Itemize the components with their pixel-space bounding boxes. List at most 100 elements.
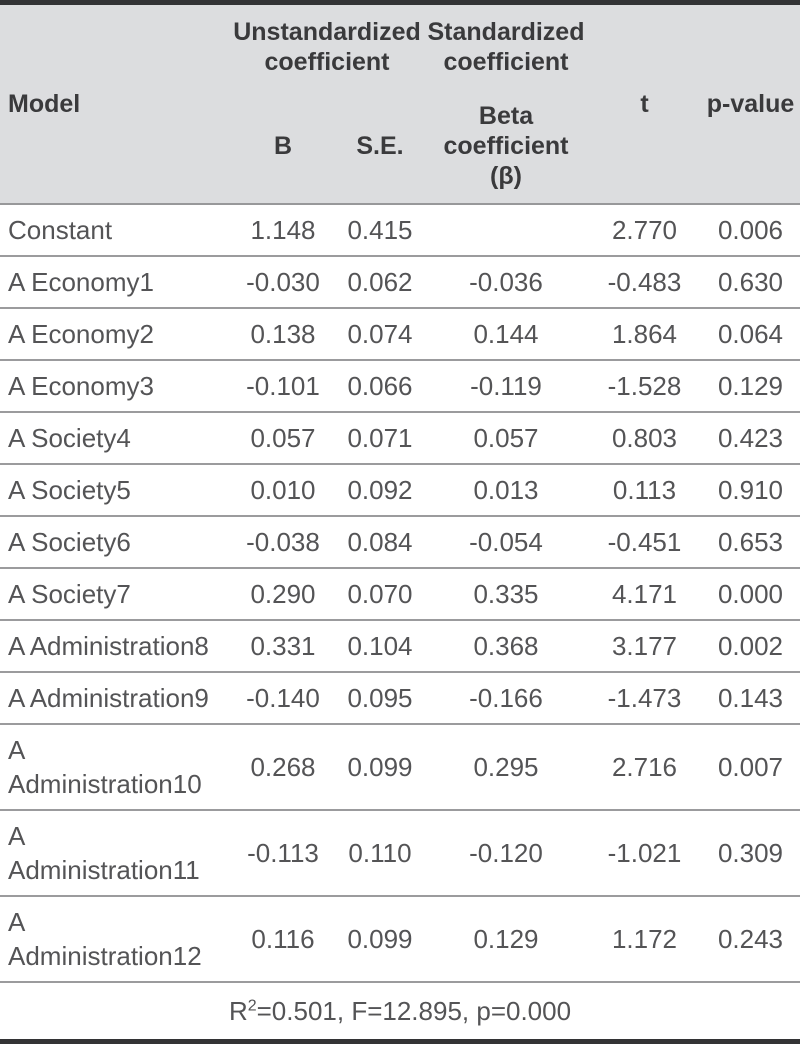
header-unstandardized-coefficient: Unstandardized coefficient xyxy=(230,2,424,89)
cell-beta: -0.120 xyxy=(424,810,588,897)
cell-b: 0.057 xyxy=(230,412,336,465)
cell-model: A Economy2 xyxy=(0,308,230,361)
cell-t: 2.716 xyxy=(588,724,701,811)
cell-p: 0.007 xyxy=(701,724,800,811)
cell-model: A Administration10 xyxy=(0,724,230,811)
table-row: A Society4 0.057 0.071 0.057 0.803 0.423 xyxy=(0,412,800,465)
cell-p: 0.064 xyxy=(701,308,800,361)
cell-model: A Society6 xyxy=(0,516,230,569)
cell-t: 0.113 xyxy=(588,464,701,517)
cell-se: 0.099 xyxy=(336,724,424,811)
cell-p: 0.309 xyxy=(701,810,800,897)
header-model: Model xyxy=(0,2,230,205)
header-se: S.E. xyxy=(336,89,424,205)
cell-p: 0.423 xyxy=(701,412,800,465)
cell-p: 0.002 xyxy=(701,620,800,673)
cell-b: -0.113 xyxy=(230,810,336,897)
cell-se: 0.074 xyxy=(336,308,424,361)
cell-t: -1.473 xyxy=(588,672,701,725)
cell-p: 0.653 xyxy=(701,516,800,569)
table-row: A Economy3 -0.101 0.066 -0.119 -1.528 0.129 xyxy=(0,360,800,413)
cell-b: 0.331 xyxy=(230,620,336,673)
cell-beta: 0.057 xyxy=(424,412,588,465)
table-body: Constant 1.148 0.415 2.770 0.006 A Economy1 -0… xyxy=(0,204,800,1042)
cell-beta: -0.119 xyxy=(424,360,588,413)
cell-p: 0.243 xyxy=(701,896,800,983)
cell-model: A Society5 xyxy=(0,464,230,517)
cell-t: 1.172 xyxy=(588,896,701,983)
cell-t: 2.770 xyxy=(588,204,701,257)
table-row: A Society7 0.290 0.070 0.335 4.171 0.000 xyxy=(0,568,800,621)
cell-p: 0.630 xyxy=(701,256,800,309)
cell-model: A Society7 xyxy=(0,568,230,621)
cell-se: 0.095 xyxy=(336,672,424,725)
cell-p: 0.129 xyxy=(701,360,800,413)
cell-beta: 0.129 xyxy=(424,896,588,983)
cell-t: 0.803 xyxy=(588,412,701,465)
table-row: A Administration12 0.116 0.099 0.129 1.172 0.… xyxy=(0,896,800,983)
cell-b: -0.140 xyxy=(230,672,336,725)
cell-b: 1.148 xyxy=(230,204,336,257)
r-squared-superscript: 2 xyxy=(247,997,257,1015)
table-row: A Society6 -0.038 0.084 -0.054 -0.451 0.653 xyxy=(0,516,800,569)
cell-b: 0.138 xyxy=(230,308,336,361)
table-row: Constant 1.148 0.415 2.770 0.006 xyxy=(0,204,800,257)
cell-p: 0.006 xyxy=(701,204,800,257)
table-row: A Economy2 0.138 0.074 0.144 1.864 0.064 xyxy=(0,308,800,361)
cell-se: 0.070 xyxy=(336,568,424,621)
cell-beta: 0.335 xyxy=(424,568,588,621)
cell-t: 4.171 xyxy=(588,568,701,621)
cell-model: Constant xyxy=(0,204,230,257)
cell-b: 0.268 xyxy=(230,724,336,811)
cell-t: -0.483 xyxy=(588,256,701,309)
table-header: Model Unstandardized coefficient Standar… xyxy=(0,2,800,205)
cell-beta: 0.013 xyxy=(424,464,588,517)
table-row: A Administration11 -0.113 0.110 -0.120 -1.02… xyxy=(0,810,800,897)
cell-beta: 0.295 xyxy=(424,724,588,811)
cell-model: A Economy1 xyxy=(0,256,230,309)
table-row: A Administration10 0.268 0.099 0.295 2.716 0.… xyxy=(0,724,800,811)
cell-se: 0.092 xyxy=(336,464,424,517)
cell-model: A Society4 xyxy=(0,412,230,465)
cell-p: 0.910 xyxy=(701,464,800,517)
cell-t: -1.021 xyxy=(588,810,701,897)
cell-beta: 0.368 xyxy=(424,620,588,673)
cell-p: 0.143 xyxy=(701,672,800,725)
header-row-subcolumns: B S.E. Beta coefficient (β) xyxy=(0,89,800,205)
cell-beta: -0.036 xyxy=(424,256,588,309)
cell-beta: 0.144 xyxy=(424,308,588,361)
cell-se: 0.084 xyxy=(336,516,424,569)
cell-t: 3.177 xyxy=(588,620,701,673)
footer-row: R2=0.501, F=12.895, p=0.000 xyxy=(0,982,800,1042)
cell-model: A Administration12 xyxy=(0,896,230,983)
cell-t: -1.528 xyxy=(588,360,701,413)
header-t: t xyxy=(588,2,701,205)
cell-se: 0.062 xyxy=(336,256,424,309)
cell-p: 0.000 xyxy=(701,568,800,621)
header-row-groups: Model Unstandardized coefficient Standar… xyxy=(0,2,800,205)
cell-b: -0.038 xyxy=(230,516,336,569)
cell-model: A Economy3 xyxy=(0,360,230,413)
header-p-value: p-value xyxy=(701,2,800,205)
cell-model: A Administration11 xyxy=(0,810,230,897)
cell-model: A Administration9 xyxy=(0,672,230,725)
cell-b: -0.030 xyxy=(230,256,336,309)
cell-se: 0.110 xyxy=(336,810,424,897)
cell-b: -0.101 xyxy=(230,360,336,413)
cell-se: 0.099 xyxy=(336,896,424,983)
cell-se: 0.104 xyxy=(336,620,424,673)
cell-b: 0.116 xyxy=(230,896,336,983)
model-summary-stats: R2=0.501, F=12.895, p=0.000 xyxy=(0,982,800,1042)
cell-se: 0.071 xyxy=(336,412,424,465)
header-beta-coefficient: Beta coefficient (β) xyxy=(424,89,588,205)
cell-b: 0.290 xyxy=(230,568,336,621)
cell-b: 0.010 xyxy=(230,464,336,517)
table-row: A Society5 0.010 0.092 0.013 0.113 0.910 xyxy=(0,464,800,517)
cell-t: -0.451 xyxy=(588,516,701,569)
table-row: A Administration9 -0.140 0.095 -0.166 -1.473… xyxy=(0,672,800,725)
cell-beta xyxy=(424,204,588,257)
header-standardized-coefficient: Standardized coefficient xyxy=(424,2,588,89)
cell-beta: -0.166 xyxy=(424,672,588,725)
cell-se: 0.415 xyxy=(336,204,424,257)
